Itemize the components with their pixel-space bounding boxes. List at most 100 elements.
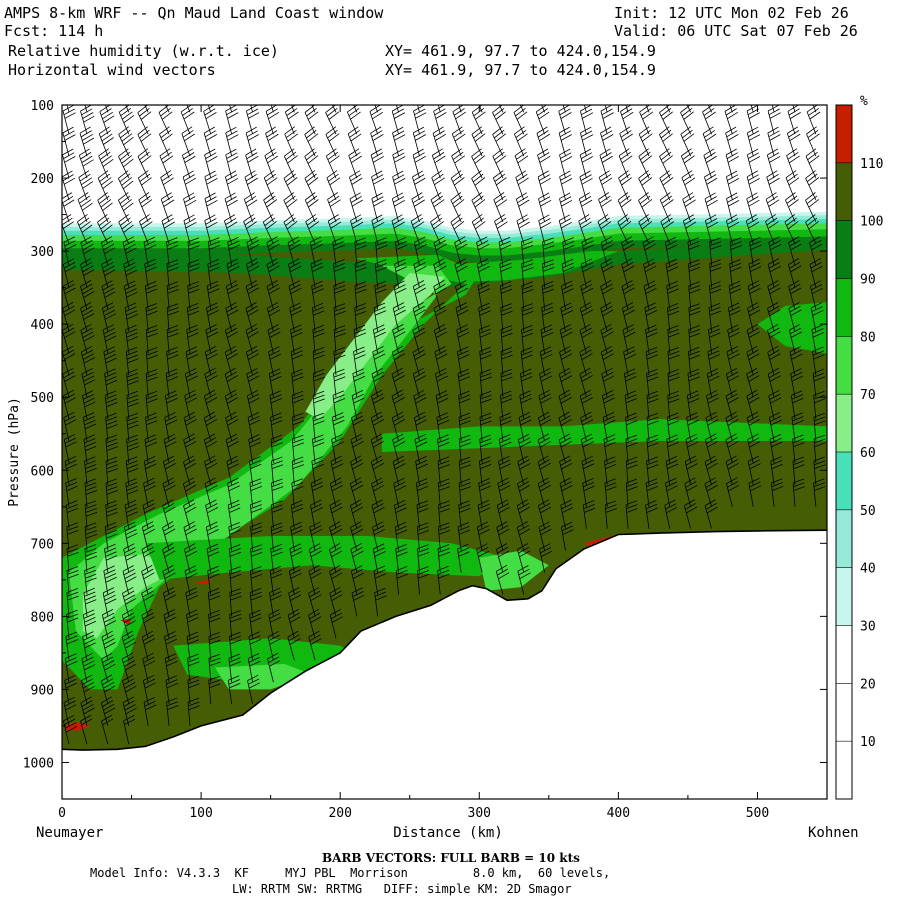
wind-barb xyxy=(347,126,362,157)
wind-barb xyxy=(457,543,470,573)
wind-barb xyxy=(458,412,471,442)
wind-barb xyxy=(141,543,155,573)
wind-barb xyxy=(162,587,176,617)
wind-barb xyxy=(537,170,551,201)
wind-barb xyxy=(517,543,531,573)
wind-barb xyxy=(208,675,221,705)
wind-barb xyxy=(638,148,653,179)
wind-barb xyxy=(124,499,138,529)
colorbar-segment xyxy=(836,625,852,684)
wind-barb xyxy=(327,192,341,223)
wind-barb xyxy=(392,324,406,354)
wind-barb xyxy=(411,192,425,223)
barb-legend-note: BARB VECTORS: FULL BARB = 10 kts xyxy=(322,851,580,865)
wind-barb xyxy=(329,477,343,507)
wind-barb xyxy=(118,105,135,135)
wind-barb xyxy=(500,303,513,332)
wind-barb xyxy=(123,543,137,573)
wind-barb xyxy=(414,433,428,464)
wind-barb xyxy=(767,126,781,157)
wind-barb xyxy=(645,105,650,113)
wind-barb xyxy=(625,500,638,529)
wind-barb xyxy=(283,192,298,223)
wind-barb xyxy=(373,302,387,332)
wind-barb xyxy=(312,325,325,354)
wind-barb xyxy=(353,346,366,376)
wind-barb-layer xyxy=(62,105,826,745)
wind-barb xyxy=(122,565,137,595)
wind-barb xyxy=(183,214,197,244)
wind-barb xyxy=(458,105,462,113)
wind-barb xyxy=(289,302,303,332)
wind-barb xyxy=(266,258,280,288)
wind-barb xyxy=(813,456,826,485)
wind-barb xyxy=(84,105,88,113)
wind-barb xyxy=(619,126,633,157)
wind-barb xyxy=(164,653,178,683)
wind-barb xyxy=(412,367,426,398)
wind-barb xyxy=(603,434,616,464)
wind-barb xyxy=(121,652,137,683)
y-tick-label: 700 xyxy=(31,537,54,552)
wind-barb xyxy=(62,302,76,332)
wind-barb xyxy=(520,368,533,398)
wind-barb xyxy=(433,280,447,310)
wind-barb xyxy=(269,565,283,595)
wind-barb xyxy=(204,367,218,398)
wind-barb xyxy=(374,587,387,617)
wind-barb xyxy=(374,280,387,310)
wind-barb xyxy=(413,105,427,135)
wind-barb xyxy=(535,105,550,135)
wind-barb xyxy=(283,148,298,179)
colorbar-label: 60 xyxy=(860,446,876,461)
wind-barb xyxy=(371,389,385,420)
wind-barb xyxy=(621,302,635,332)
wind-barb xyxy=(205,499,219,529)
wind-barb xyxy=(435,368,448,398)
wind-barb xyxy=(166,346,179,376)
wind-barb xyxy=(706,389,719,420)
wind-barb xyxy=(207,587,221,617)
wind-barb xyxy=(704,192,718,223)
colorbar-segment xyxy=(836,509,852,568)
wind-barb xyxy=(392,455,406,485)
wind-barb xyxy=(727,324,741,354)
wind-barb xyxy=(394,499,407,529)
colorbar-label: 10 xyxy=(860,735,876,750)
colorbar-label: 30 xyxy=(860,620,876,635)
wind-barb xyxy=(812,368,826,398)
wind-barb xyxy=(684,455,698,485)
wind-barb xyxy=(414,236,427,266)
wind-barb xyxy=(311,105,316,113)
wind-barb xyxy=(204,346,218,376)
wind-barb xyxy=(165,675,178,705)
wind-barb xyxy=(393,280,407,310)
wind-barb xyxy=(204,148,218,179)
wind-barb xyxy=(80,236,95,266)
wind-barb xyxy=(639,105,654,135)
wind-barb xyxy=(208,632,221,661)
wind-barb xyxy=(579,323,593,354)
wind-barb xyxy=(370,411,385,442)
wind-barb xyxy=(726,367,740,398)
wind-barb xyxy=(228,653,241,683)
wind-barb xyxy=(246,236,260,266)
wind-barb xyxy=(325,126,340,157)
wind-barb xyxy=(349,499,364,529)
wind-barb xyxy=(118,192,134,223)
wind-barb xyxy=(308,608,322,639)
wind-barb xyxy=(118,126,134,157)
wind-barb xyxy=(625,434,638,464)
wind-barb xyxy=(638,214,653,244)
wind-barb xyxy=(458,500,471,529)
wind-barb xyxy=(479,434,492,464)
wind-barb xyxy=(724,105,739,135)
wind-barb xyxy=(497,477,511,507)
wind-barb xyxy=(688,259,701,288)
wind-barb xyxy=(513,105,528,135)
wind-barb xyxy=(499,281,513,310)
wind-barb xyxy=(477,499,491,529)
wind-barb xyxy=(126,412,139,442)
wind-barb xyxy=(229,610,242,639)
wind-barb xyxy=(645,478,659,507)
